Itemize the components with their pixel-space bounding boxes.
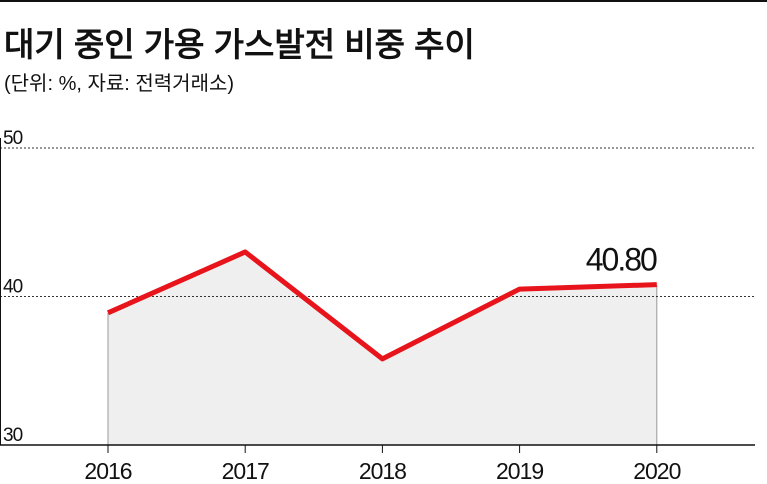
- y-tick-label: 40: [3, 277, 23, 298]
- x-tick-label: 2019: [496, 458, 543, 484]
- x-tick-label: 2020: [633, 458, 680, 484]
- y-tick-label: 50: [3, 128, 23, 149]
- value-label: 40.80: [586, 242, 657, 278]
- x-tick-label: 2016: [84, 458, 131, 484]
- y-tick-label: 30: [3, 425, 23, 446]
- chart-title: 대기 중인 가용 가스발전 비중 추이: [4, 26, 475, 63]
- x-tick-label: 2018: [359, 458, 406, 484]
- line: [106, 249, 657, 362]
- chart-subtitle: (단위: %, 자료: 전력거래소): [4, 72, 234, 95]
- x-tick-label: 2017: [222, 458, 269, 484]
- area: [108, 251, 657, 445]
